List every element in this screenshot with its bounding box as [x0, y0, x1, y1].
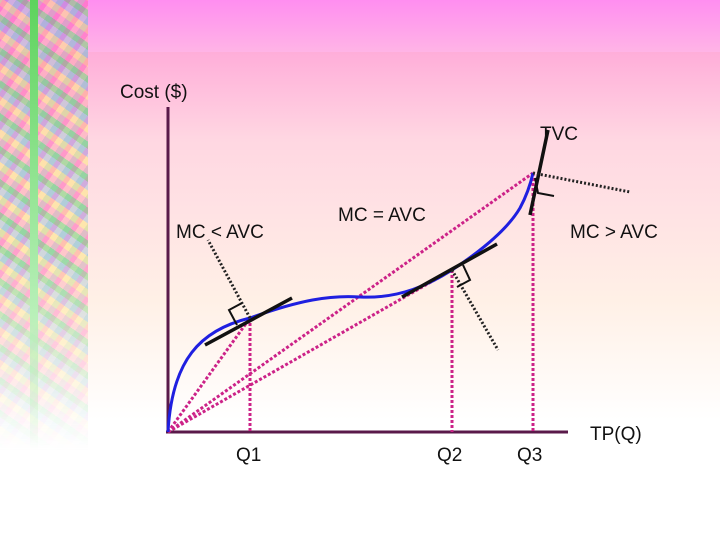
perpendicular-q3: [532, 171, 631, 194]
header-band: [0, 0, 720, 52]
tangent-q2: [401, 242, 498, 299]
tangent-q1: [204, 296, 293, 347]
right-angle-marker-q1: [227, 302, 243, 326]
q1-label: Q1: [236, 445, 261, 466]
tvc-label: TVC: [540, 124, 578, 145]
decorative-side-strip: [0, 0, 88, 450]
tvc-curve: [166, 172, 535, 433]
right-angle-marker-q2: [456, 264, 472, 288]
region-label-mc-less-avc: MC < AVC: [176, 222, 264, 243]
region-label-mc-greater-avc: MC > AVC: [570, 222, 658, 243]
decorative-side-line: [30, 0, 38, 450]
ray-to-q1: [166, 317, 252, 433]
x-axis-label: TP(Q): [590, 424, 642, 445]
q2-label: Q2: [437, 445, 462, 466]
perpendicular-q1: [206, 239, 252, 319]
right-angle-marker-q3: [534, 177, 555, 197]
q3-label: Q3: [517, 445, 542, 466]
perpendicular-q2: [450, 269, 500, 351]
ray-to-q3: [167, 171, 534, 434]
region-label-mc-equals-avc: MC = AVC: [338, 205, 426, 226]
y-axis-label: Cost ($): [120, 82, 188, 103]
tangent-q3: [528, 129, 550, 216]
